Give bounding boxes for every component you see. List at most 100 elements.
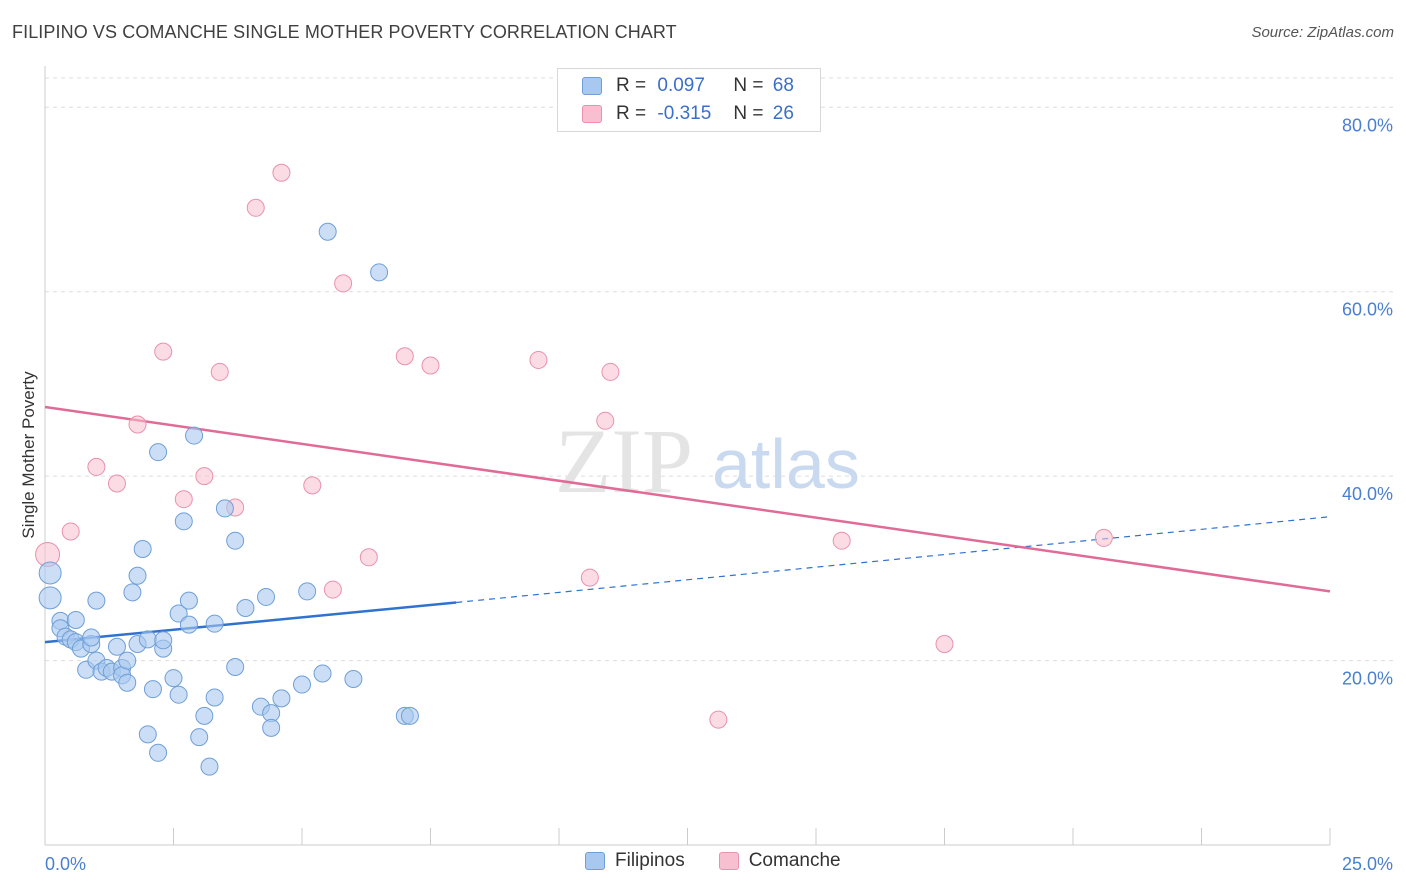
comanche-point — [832, 531, 851, 550]
filipinos-point — [313, 664, 332, 683]
chart-title: FILIPINO VS COMANCHE SINGLE MOTHER POVER… — [12, 22, 677, 42]
comanche-point — [128, 415, 147, 434]
filipinos-point — [179, 591, 198, 610]
filipinos-point — [215, 499, 234, 518]
filipinos-point — [107, 637, 126, 656]
filipinos-legend-swatch — [585, 852, 605, 870]
watermark-atlas: atlas — [712, 425, 860, 503]
comanche-point — [421, 356, 440, 375]
comanche-point — [246, 198, 265, 217]
comanche-point — [61, 522, 80, 541]
filipinos-point — [205, 688, 224, 707]
x-tick-label: 0.0% — [45, 854, 86, 874]
comanche-point — [272, 163, 291, 182]
filipinos-point — [179, 615, 198, 634]
filipinos-point — [370, 263, 389, 282]
filipinos-point — [400, 706, 419, 725]
comanche-point — [359, 548, 378, 567]
n-label: N = — [733, 75, 764, 96]
legend-item-filipinos[interactable]: Filipinos — [585, 850, 685, 872]
comanche-point — [195, 467, 214, 486]
r-label: R = — [616, 75, 647, 96]
filipinos-point — [118, 673, 137, 692]
comanche-point — [709, 710, 728, 729]
filipinos-point — [149, 743, 168, 762]
comanche-point — [596, 411, 615, 430]
filipinos-point — [128, 566, 147, 585]
n-value: 68 — [772, 75, 794, 96]
comanche-point — [210, 362, 229, 381]
grid-lines — [45, 77, 1393, 662]
filipinos-swatch — [582, 77, 602, 95]
filipinos-point — [118, 651, 137, 670]
watermark: ZIP atlas — [555, 410, 860, 512]
filipinos-point — [123, 583, 142, 602]
legend-row-comanche: R = -0.315 N = 26 — [582, 100, 794, 128]
comanche-point — [580, 568, 599, 587]
r-value: 0.097 — [657, 75, 705, 96]
filipinos-point — [185, 426, 204, 445]
trend-lines — [44, 405, 1331, 644]
comanche-points — [35, 163, 1113, 729]
y-tick-label: 40.0% — [1342, 484, 1393, 504]
filipinos-point — [164, 669, 183, 688]
y-axis-label: Single Mother Poverty — [19, 371, 38, 539]
comanche-point — [107, 474, 126, 493]
y-tick-label: 60.0% — [1342, 300, 1393, 320]
y-tick-label: 80.0% — [1342, 115, 1393, 135]
comanche-point — [323, 580, 342, 599]
filipinos-point — [87, 591, 106, 610]
comanche-point — [87, 457, 106, 476]
comanche-point — [395, 347, 414, 366]
filipinos-point — [190, 728, 209, 747]
watermark-zip: ZIP — [555, 410, 693, 512]
filipinos-point — [226, 531, 245, 550]
comanche-point — [303, 476, 322, 495]
n-label: N = — [733, 103, 764, 124]
filipinos-point — [38, 561, 62, 585]
filipinos-point — [133, 539, 152, 558]
filipinos-point — [174, 512, 193, 531]
filipinos-trend-line — [44, 601, 457, 644]
comanche-point — [334, 274, 353, 293]
comanche-point — [529, 350, 548, 369]
filipinos-point — [143, 680, 162, 699]
filipinos-point — [138, 725, 157, 744]
filipinos-point — [66, 610, 85, 629]
filipinos-point — [38, 586, 62, 610]
comanche-trend-line — [44, 405, 1331, 593]
source-label: Source: ZipAtlas.com — [1251, 24, 1394, 41]
n-value: 26 — [772, 103, 794, 124]
filipinos-point — [262, 718, 281, 737]
r-label: R = — [616, 103, 647, 124]
comanche-point — [935, 634, 954, 653]
filipinos-trend-extension — [456, 516, 1331, 604]
filipinos-point — [149, 443, 168, 462]
filipinos-point — [293, 675, 311, 694]
comanche-point — [154, 342, 173, 361]
filipinos-point — [169, 604, 188, 623]
filipinos-point — [318, 222, 337, 241]
legend-label-filipinos: Filipinos — [615, 850, 685, 871]
stats-legend: R = 0.097 N = 68 R = -0.315 N = 26 — [557, 68, 821, 132]
filipinos-point — [82, 628, 101, 647]
comanche-point — [174, 490, 193, 509]
series-legend: Filipinos Comanche — [585, 850, 875, 872]
legend-item-comanche[interactable]: Comanche — [718, 850, 841, 872]
filipinos-point — [344, 670, 363, 689]
comanche-point — [601, 362, 620, 381]
comanche-swatch — [582, 105, 602, 123]
axes — [44, 66, 1331, 846]
filipinos-point — [226, 658, 245, 677]
comanche-legend-swatch — [718, 852, 739, 870]
legend-label-comanche: Comanche — [748, 850, 841, 871]
filipinos-point — [272, 689, 291, 708]
filipinos-point — [257, 587, 276, 606]
axis-labels: 20.0% 40.0% 60.0% 80.0% 0.0% 25.0% Single Moth… — [19, 115, 1393, 874]
r-value: -0.315 — [657, 103, 712, 124]
legend-row-filipinos: R = 0.097 N = 68 — [582, 72, 794, 100]
filipinos-point — [169, 685, 188, 704]
x-tick-label: 25.0% — [1342, 854, 1393, 874]
filipinos-point — [205, 614, 224, 633]
